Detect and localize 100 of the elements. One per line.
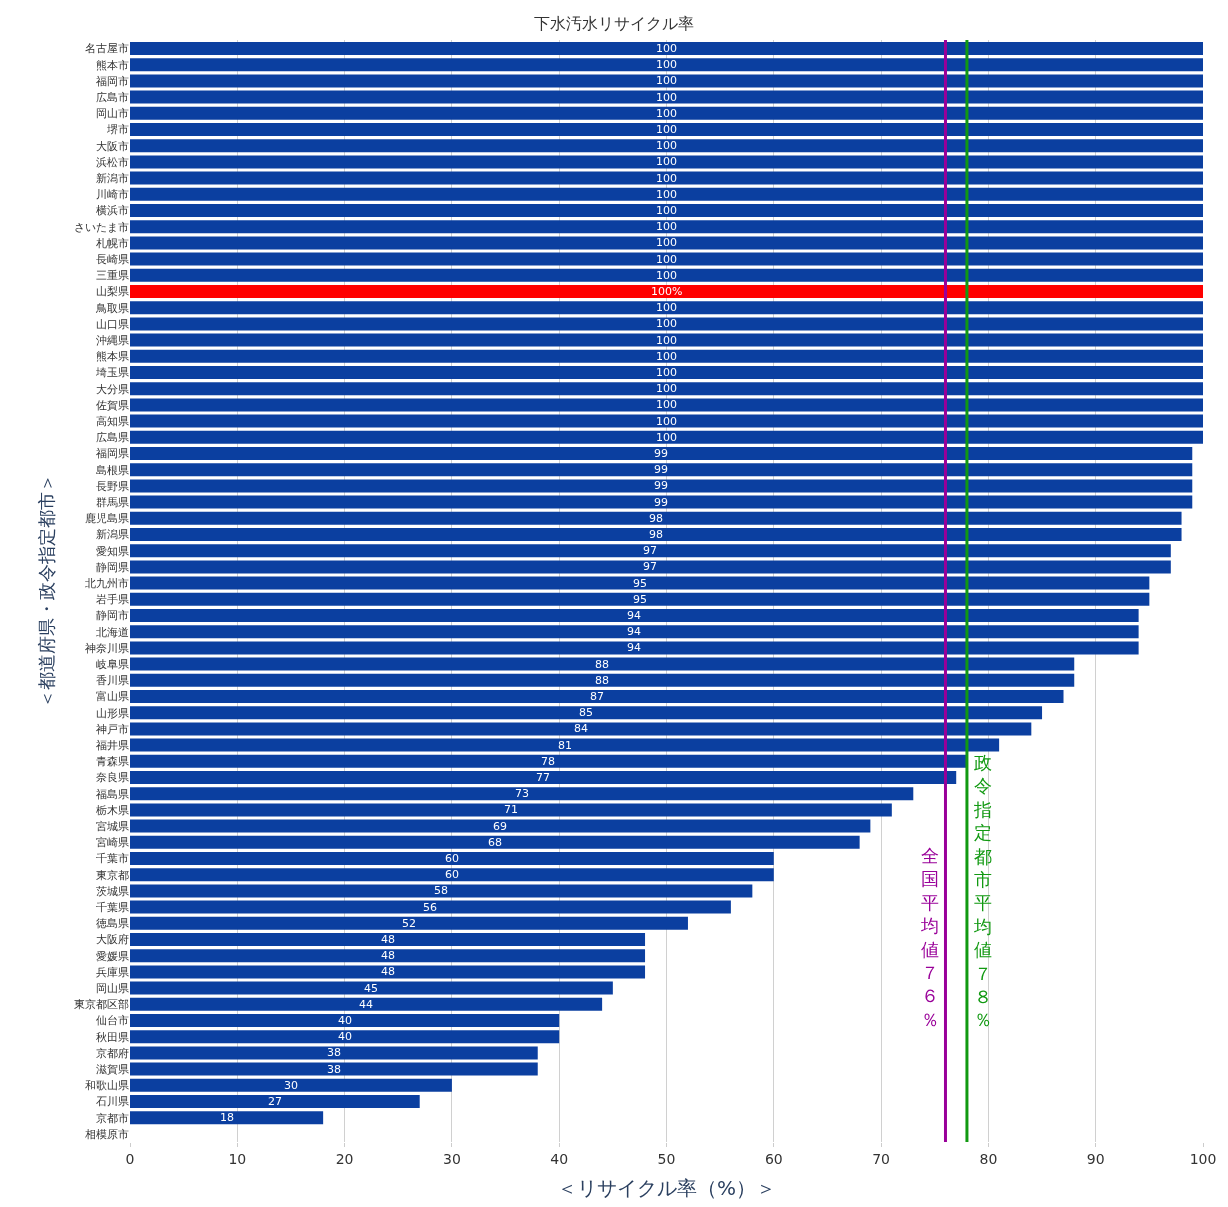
y-axis-title: ＜都道府県・政令指定都市＞ [36,474,58,708]
x-tick-label: 0 [125,1150,135,1167]
y-tick-label: 新潟県 [96,528,129,542]
data-label: 48 [381,965,395,978]
y-tick-label: 名古屋市 [85,42,129,56]
data-label: 100 [656,188,677,201]
y-tick-label: 奈良県 [96,771,129,785]
data-label: 100 [656,431,677,444]
data-label: 98 [649,512,663,525]
y-tick-label: 山形県 [96,706,129,720]
data-label: 100 [656,74,677,87]
y-tick-label: 鳥取県 [95,301,129,315]
data-label: 100 [656,269,677,282]
chart-title: 下水汚水リサイクル率 [534,14,694,34]
y-tick-label: 東京都区部 [74,998,129,1012]
data-label: 77 [536,771,550,784]
data-label: 73 [515,787,529,800]
y-tick-label: 横浜市 [96,204,129,218]
y-tick-label: 札幌市 [96,236,129,250]
data-label: 100 [656,139,677,152]
y-tick-label: 埼玉県 [95,366,129,380]
y-tick-label: 堺市 [106,123,129,137]
data-label: 94 [627,641,641,654]
y-tick-label: 岩手県 [96,593,129,607]
y-tick-label: 大分県 [96,382,129,396]
x-tick-label: 50 [657,1150,676,1167]
data-label: 27 [268,1095,282,1108]
data-label: 71 [504,803,518,816]
data-label: 100 [656,58,677,71]
y-tick-label: 神戸市 [96,722,129,736]
y-tick-label: 新潟市 [96,171,129,185]
data-label: 48 [381,949,395,962]
data-label: 45 [364,982,378,995]
data-label: 99 [654,463,668,476]
y-tick-label: 熊本県 [96,350,129,364]
y-tick-label: 長野県 [96,479,129,493]
x-axis-title: ＜リサイクル率（%）＞ [556,1176,777,1201]
y-tick-label: 川崎市 [96,188,129,202]
y-tick-label: 佐賀県 [96,398,129,412]
y-tick-label: 京都市 [96,1111,129,1125]
data-label: 78 [541,755,555,768]
x-tick-label: 60 [764,1150,783,1167]
data-label: 100 [656,350,677,363]
y-tick-label: 群馬県 [96,495,129,509]
ref-line-label: 全国平均値７６％ [920,845,939,1030]
y-tick-label: 大阪市 [96,139,129,153]
data-label: 100 [656,301,677,314]
y-tick-label: 静岡市 [96,609,129,623]
data-label: 98 [649,528,663,541]
y-tick-label: 福井県 [96,738,129,752]
y-tick-label: 岐阜県 [96,657,129,671]
x-tick-label: 70 [872,1150,891,1167]
y-tick-label: 沖縄県 [96,333,129,347]
y-tick-label: 北海道 [96,625,129,639]
data-label: 94 [627,625,641,638]
data-label: 100 [656,415,677,428]
data-label: 100 [656,253,677,266]
data-label: 58 [434,884,448,897]
y-tick-label: 浜松市 [96,155,129,169]
x-tick-label: 100 [1189,1150,1217,1167]
y-tick-label: 広島県 [96,431,129,445]
y-tick-label: 宮崎県 [96,836,129,850]
y-tick-label: 島根県 [96,463,129,477]
data-label: 87 [590,690,604,703]
data-label: 84 [574,722,588,735]
data-label: 95 [633,577,647,590]
data-label: 100 [656,398,677,411]
x-tick-label: 40 [550,1150,569,1167]
y-tick-label: 千葉市 [96,852,129,866]
data-label: 40 [338,1014,352,1027]
data-label: 100 [656,172,677,185]
data-label: 99 [654,496,668,509]
y-tick-label: 三重県 [96,269,129,283]
y-tick-label: 福岡市 [96,74,129,88]
x-tick-label: 20 [335,1150,354,1167]
data-label: 100 [656,220,677,233]
data-label: 85 [579,706,593,719]
y-tick-label: 石川県 [96,1095,129,1109]
data-label: 100 [656,366,677,379]
y-tick-label: 広島市 [96,90,129,104]
data-label: 99 [654,479,668,492]
y-tick-label: さいたま市 [74,220,129,234]
data-label: 99 [654,447,668,460]
data-label: 100 [656,107,677,120]
y-tick-label: 栃木県 [96,803,129,817]
data-label: 100 [656,382,677,395]
x-tick-label: 30 [442,1150,461,1167]
x-tick-label: 80 [979,1150,998,1167]
data-label: 95 [633,593,647,606]
data-label: 52 [402,917,416,930]
data-label: 100 [656,317,677,330]
data-label: 56 [423,901,437,914]
data-label: 94 [627,609,641,622]
data-label: 97 [643,560,657,573]
data-label: 38 [327,1046,341,1059]
data-label: 38 [327,1063,341,1076]
y-tick-label: 兵庫県 [96,965,129,979]
y-tick-label: 宮城県 [96,819,129,833]
data-label: 100 [656,91,677,104]
y-tick-label: 愛媛県 [96,949,129,963]
